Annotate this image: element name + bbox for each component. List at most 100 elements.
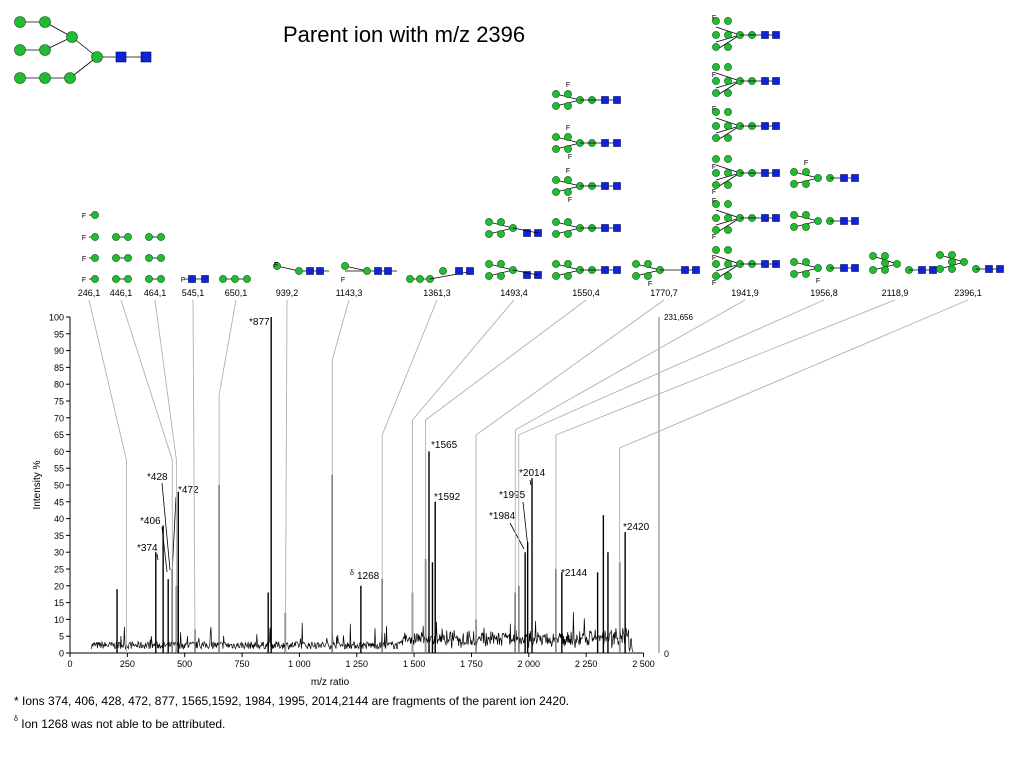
mannose-icon xyxy=(91,275,99,283)
footnote-fragments: * Ions 374, 406, 428, 472, 877, 1565,159… xyxy=(14,694,570,708)
mannose-icon xyxy=(485,230,493,238)
spectrum-trace xyxy=(90,612,634,653)
glcnac-icon xyxy=(840,264,848,272)
y-tick-label: 20 xyxy=(54,581,64,591)
y-tick-label: 5 xyxy=(59,632,64,642)
mannose-icon xyxy=(14,72,26,84)
fucose-mark: F xyxy=(712,189,716,196)
y-tick-label: 50 xyxy=(54,481,64,491)
glcnac-icon xyxy=(851,174,859,182)
mannose-icon xyxy=(66,31,78,43)
glcnac-icon xyxy=(466,267,474,275)
glcnac-icon xyxy=(613,224,621,232)
fragment-mz-label: 464,1 xyxy=(144,288,167,298)
mannose-icon xyxy=(564,230,572,238)
y-tick-label: 70 xyxy=(54,413,64,423)
fragment-connector-line xyxy=(192,299,196,653)
fragment-mz-label: 2118,9 xyxy=(882,288,909,298)
glycan-bond xyxy=(715,125,741,142)
glycan-bond xyxy=(715,26,741,36)
glcnac-icon xyxy=(772,260,780,268)
mannose-icon xyxy=(802,180,810,188)
x-tick-label: 2 250 xyxy=(575,659,598,669)
mannose-icon xyxy=(552,90,560,98)
mannose-icon xyxy=(416,275,424,283)
x-tick-label: 1 250 xyxy=(345,659,368,669)
y-tick-label: 85 xyxy=(54,363,64,373)
mannose-icon xyxy=(948,265,956,273)
mannose-icon xyxy=(712,89,720,97)
right-axis-top-label: 231,656 xyxy=(664,313,693,322)
glcnac-icon xyxy=(772,31,780,39)
x-axis-label: m/z ratio xyxy=(311,677,350,688)
mannose-icon xyxy=(712,155,720,163)
mannose-icon xyxy=(564,176,572,184)
glcnac-icon xyxy=(306,267,314,275)
peak-annotation: *2420 xyxy=(623,522,650,533)
glcnac-icon xyxy=(681,266,689,274)
mannose-icon xyxy=(243,275,251,283)
glcnac-icon xyxy=(188,275,196,283)
fragment-connector-line xyxy=(555,299,896,653)
mannose-icon xyxy=(564,133,572,141)
mannose-icon xyxy=(790,211,798,219)
mannose-icon xyxy=(552,145,560,153)
glcnac-icon xyxy=(761,214,769,222)
x-tick-label: 1 000 xyxy=(288,659,311,669)
mannose-icon xyxy=(948,251,956,259)
glycan-bond xyxy=(715,209,741,219)
fucose-mark: F xyxy=(82,256,86,263)
fucose-mark: F xyxy=(804,160,808,167)
mannose-icon xyxy=(632,260,640,268)
mannose-icon xyxy=(497,218,505,226)
peak-annotation: *1995 xyxy=(499,490,526,501)
mannose-icon xyxy=(724,43,732,51)
mannose-icon xyxy=(712,31,720,39)
mannose-icon xyxy=(790,180,798,188)
mannose-icon xyxy=(790,270,798,278)
mannose-icon xyxy=(724,122,732,130)
mannose-icon xyxy=(485,272,493,280)
x-tick-label: 750 xyxy=(235,659,250,669)
glcnac-icon xyxy=(601,266,609,274)
mannose-icon xyxy=(564,272,572,280)
mannose-icon xyxy=(124,233,132,241)
peak-annotation: *877 xyxy=(249,317,270,328)
mannose-icon xyxy=(814,217,822,225)
mannose-icon xyxy=(91,233,99,241)
mannose-icon xyxy=(145,275,153,283)
mannose-icon xyxy=(881,259,889,267)
glcnac-icon xyxy=(601,96,609,104)
mannose-icon xyxy=(712,122,720,130)
footnote-unattributed: δ Ion 1268 was not able to be attributed… xyxy=(14,716,226,731)
mannose-icon xyxy=(439,267,447,275)
mannose-icon xyxy=(363,267,371,275)
chart-title: Parent ion with m/z 2396 xyxy=(283,22,526,47)
x-tick-label: 1 500 xyxy=(403,659,426,669)
y-tick-label: 100 xyxy=(49,313,64,323)
footnote-unattributed-text: Ion 1268 was not able to be attributed. xyxy=(17,717,226,731)
mannose-icon xyxy=(712,17,720,25)
mannose-icon xyxy=(564,260,572,268)
mannose-icon xyxy=(936,251,944,259)
mannose-icon xyxy=(802,168,810,176)
mannose-icon xyxy=(712,169,720,177)
mannose-icon xyxy=(552,188,560,196)
fragment-mz-label: 446,1 xyxy=(110,288,133,298)
mannose-icon xyxy=(552,260,560,268)
y-tick-label: 15 xyxy=(54,598,64,608)
fragment-mz-label: 1770,7 xyxy=(650,288,678,298)
mannose-icon xyxy=(295,267,303,275)
y-axis-label: Intensity % xyxy=(32,460,43,509)
y-tick-label: 35 xyxy=(54,531,64,541)
y-tick-label: 40 xyxy=(54,514,64,524)
fucose-mark: F xyxy=(712,72,716,79)
mannose-icon xyxy=(219,275,227,283)
peak-annotation: *1984 xyxy=(489,511,516,522)
glcnac-icon xyxy=(523,229,531,237)
glcnac-icon xyxy=(613,182,621,190)
mannose-icon xyxy=(564,188,572,196)
glcnac-icon xyxy=(201,275,209,283)
annotation-leader-line xyxy=(161,526,168,573)
mannose-icon xyxy=(552,102,560,110)
